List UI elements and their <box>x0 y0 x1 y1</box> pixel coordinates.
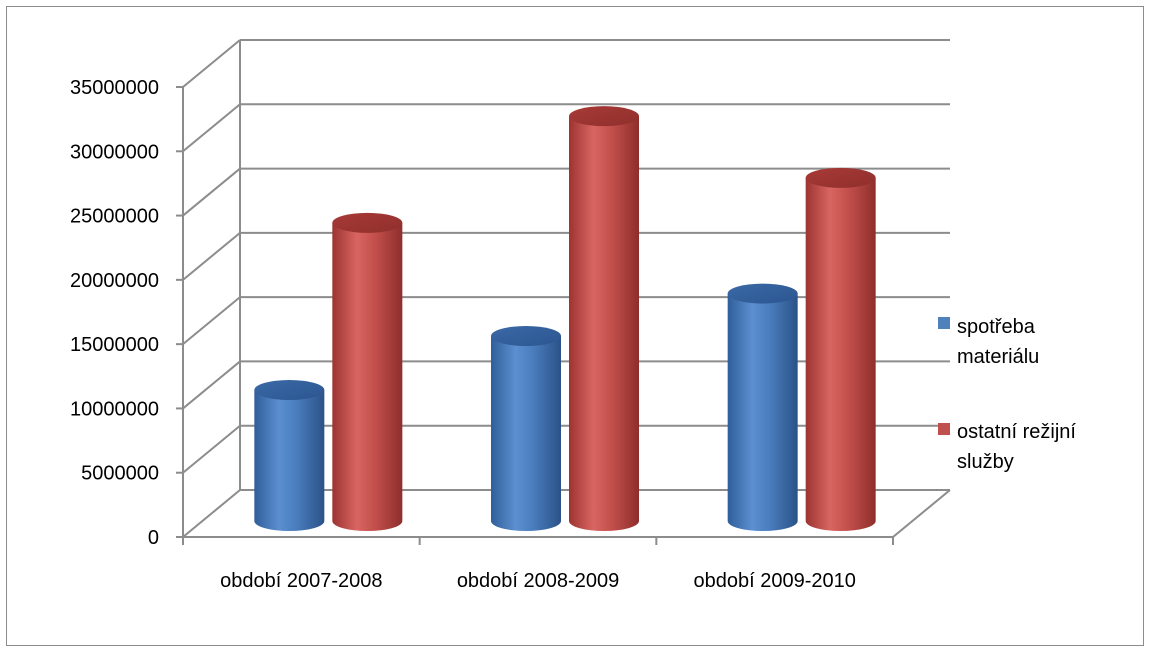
y-tick-label: 0 <box>148 527 159 549</box>
bar <box>805 167 876 531</box>
bar <box>254 380 325 532</box>
bar <box>332 212 403 531</box>
y-tick-label: 10000000 <box>70 398 159 420</box>
bar <box>727 283 798 531</box>
legend-label: služby <box>957 451 1014 473</box>
legend-swatch <box>938 423 950 435</box>
y-tick-label: 20000000 <box>70 270 159 292</box>
axes <box>176 40 894 545</box>
y-tick-label: 5000000 <box>81 463 159 485</box>
legend-label: spotřeba <box>957 316 1036 338</box>
x-tick-label: období 2008-2009 <box>457 570 619 592</box>
bars <box>254 106 876 532</box>
legend-swatch <box>938 317 950 329</box>
y-tick-label: 30000000 <box>70 141 159 163</box>
y-tick-label: 15000000 <box>70 334 159 356</box>
legend: spotřeba materiálu ostatní režijní služby <box>938 316 1076 473</box>
bar <box>569 106 639 532</box>
tick-labels: 0 5000000 10000000 15000000 20000000 25000000… <box>70 77 856 592</box>
x-tick-label: období 2007-2008 <box>220 570 382 592</box>
x-tick-label: období 2009-2010 <box>693 570 855 592</box>
y-tick-label: 25000000 <box>70 206 159 228</box>
legend-entry: spotřeba materiálu <box>938 316 1039 368</box>
bar <box>491 326 561 531</box>
gridline <box>182 39 950 88</box>
legend-entry: ostatní režijní služby <box>938 421 1076 473</box>
legend-label: ostatní režijní <box>957 421 1076 443</box>
gridline <box>182 103 950 153</box>
y-tick-label: 35000000 <box>70 77 159 99</box>
legend-label: materiálu <box>957 346 1039 368</box>
